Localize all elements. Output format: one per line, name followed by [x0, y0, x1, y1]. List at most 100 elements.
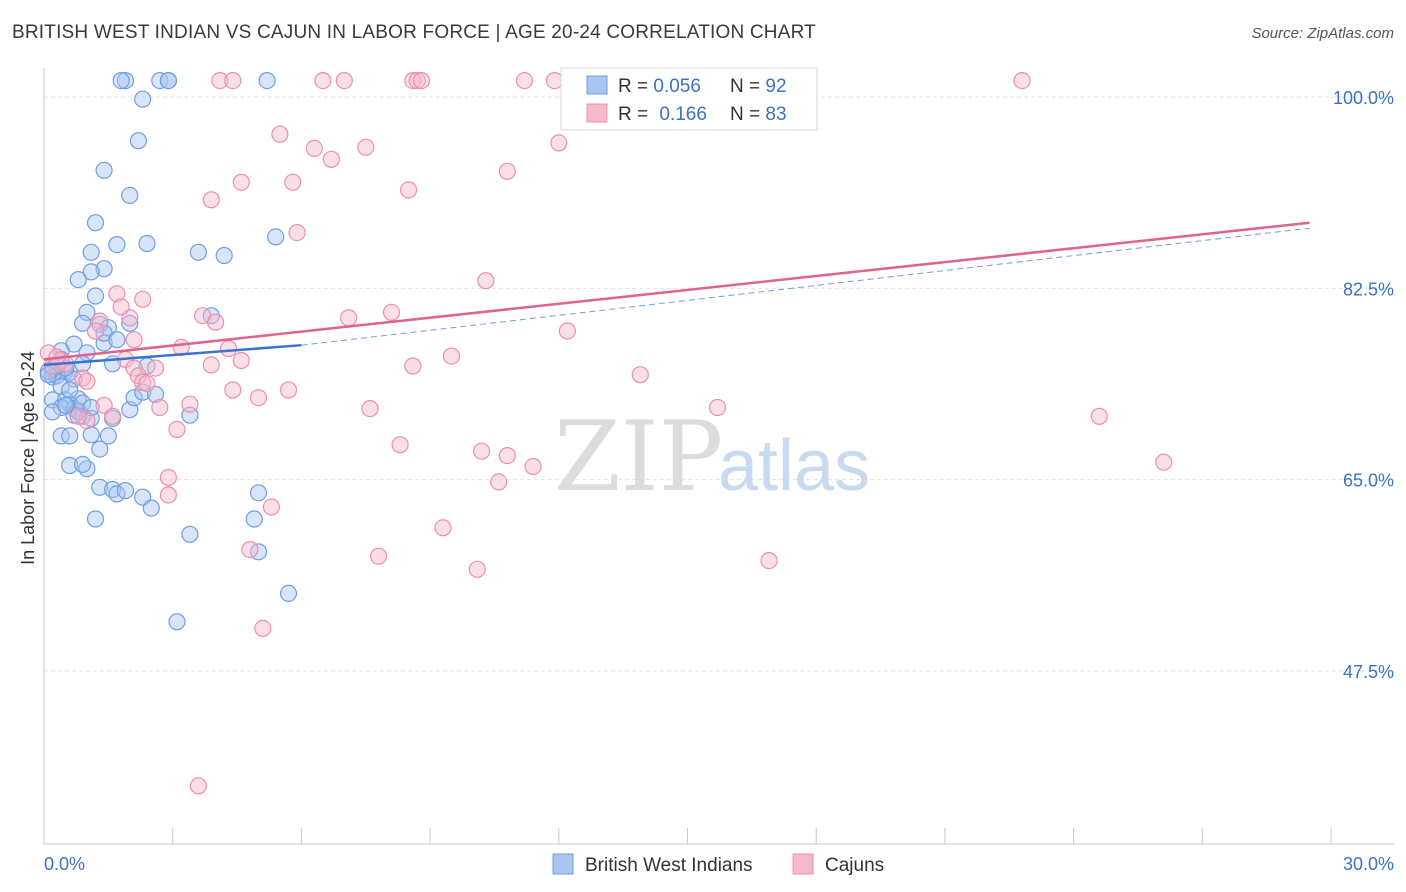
pink-point-73: [78, 372, 96, 390]
blue-point-75: [86, 510, 105, 528]
trend-lines: [43, 221, 1310, 367]
source-credit: Source: ZipAtlas.com: [1251, 25, 1394, 42]
legend-swatch-pink: [586, 103, 608, 123]
blue-point-9: [121, 186, 139, 204]
pink-point-58: [473, 442, 491, 460]
axes: [43, 68, 1394, 845]
pink-point-62: [159, 468, 177, 487]
pink-point-11: [357, 138, 375, 156]
pink-point-68: [370, 547, 388, 565]
pink-point-49: [181, 395, 199, 413]
pink-point-34: [442, 347, 461, 365]
pink-point-20: [288, 224, 306, 242]
pink-point-42: [631, 366, 649, 384]
blue-point-6: [134, 90, 152, 108]
pink-point-30: [558, 322, 577, 340]
blue-point-14: [215, 246, 233, 265]
pink-point-67: [241, 540, 259, 559]
pink-point-3: [335, 71, 353, 90]
pink-point-12: [305, 139, 323, 157]
blue-point-18: [82, 263, 100, 281]
blue-point-22: [73, 314, 92, 332]
y-tick-label-2: 65.0%: [1343, 471, 1394, 491]
blue-point-7: [129, 132, 147, 150]
blue-point-15: [267, 228, 285, 246]
blue-point-80: [279, 584, 298, 603]
bottom-legend: British West Indians Cajuns: [552, 853, 884, 876]
pink-point-82: [146, 359, 165, 377]
pink-point-4: [404, 71, 422, 90]
y-tick-label-1: 82.5%: [1343, 279, 1394, 299]
legend-r-label-pink: R =: [618, 104, 653, 125]
blue-point-66: [61, 456, 79, 475]
blue-point-69: [91, 478, 109, 496]
blue-point-76: [249, 484, 268, 502]
legend-swatch-blue: [586, 75, 608, 95]
pink-point-65: [262, 498, 280, 516]
blue-point-13: [189, 243, 207, 261]
pink-point-71: [254, 619, 272, 638]
svg-text:R = 0.166: R = 0.166: [618, 104, 707, 125]
blue-point-81: [168, 613, 186, 631]
bottom-legend-swatch-blue: [552, 853, 574, 875]
blue-point-4: [159, 71, 177, 90]
blue-point-86: [61, 381, 79, 399]
blue-point-74: [142, 499, 160, 517]
pink-point-37: [232, 351, 250, 370]
blue-point-64: [99, 427, 118, 445]
pink-point-18: [400, 181, 418, 199]
pink-point-50: [361, 400, 379, 418]
pink-point-55: [78, 412, 96, 430]
pink-point-27: [207, 313, 225, 331]
pink-point-9: [1013, 71, 1031, 90]
y-axis-title: In Labor Force | Age 20-24: [18, 351, 38, 565]
x-tick-label-1: 30.0%: [1343, 854, 1394, 874]
pink-point-79: [95, 396, 113, 414]
legend-r-label-blue: R =: [618, 76, 653, 97]
blue-point-68: [73, 455, 92, 473]
pink-point-8: [545, 71, 564, 90]
blue-point-85: [39, 366, 57, 384]
watermark-atlas: atlas: [718, 426, 870, 506]
y-tick-label-3: 47.5%: [1343, 662, 1394, 682]
pink-point-54: [1090, 407, 1108, 425]
series-cajuns: [39, 71, 1173, 795]
pink-point-19: [202, 191, 220, 209]
y-tick-label-0: 100.0%: [1333, 88, 1394, 108]
pink-point-6: [412, 71, 431, 90]
blue-point-16: [82, 243, 100, 261]
pink-point-74: [39, 344, 57, 362]
pink-point-59: [498, 447, 516, 465]
pink-point-51: [151, 398, 169, 417]
legend-n-label-blue: N =: [730, 76, 765, 97]
pink-point-81: [86, 322, 105, 340]
pink-trend-line: [43, 221, 1310, 361]
bottom-legend-label-blue: British West Indians: [585, 855, 753, 876]
svg-text:N = 92: N = 92: [730, 76, 787, 97]
watermark-zip: ZIP: [554, 401, 723, 513]
blue-point-87: [73, 394, 92, 412]
legend-n-value-blue: 92: [765, 76, 786, 97]
pink-point-69: [468, 560, 486, 578]
y-tick-labels: 100.0% 82.5% 65.0% 47.5%: [1333, 88, 1394, 682]
pink-point-24: [382, 303, 401, 321]
blue-point-65: [91, 440, 109, 458]
bottom-legend-swatch-pink: [792, 853, 814, 875]
pink-point-78: [69, 407, 87, 425]
pink-point-7: [515, 71, 534, 90]
blue-point-8: [95, 161, 113, 179]
pink-point-10: [550, 134, 568, 152]
pink-point-60: [524, 457, 542, 476]
pink-point-64: [159, 486, 177, 504]
blue-point-61: [82, 426, 100, 444]
x-tick-labels: 0.0% 30.0%: [44, 854, 1394, 874]
blue-point-57: [134, 383, 152, 401]
pink-point-48: [249, 389, 268, 407]
pink-point-52: [708, 398, 727, 417]
svg-text:R = 0.056: R = 0.056: [618, 76, 701, 97]
blue-point-72: [116, 482, 135, 500]
blue-point-12: [138, 234, 156, 253]
blue-point-63: [61, 427, 79, 445]
pink-point-29: [91, 312, 109, 330]
